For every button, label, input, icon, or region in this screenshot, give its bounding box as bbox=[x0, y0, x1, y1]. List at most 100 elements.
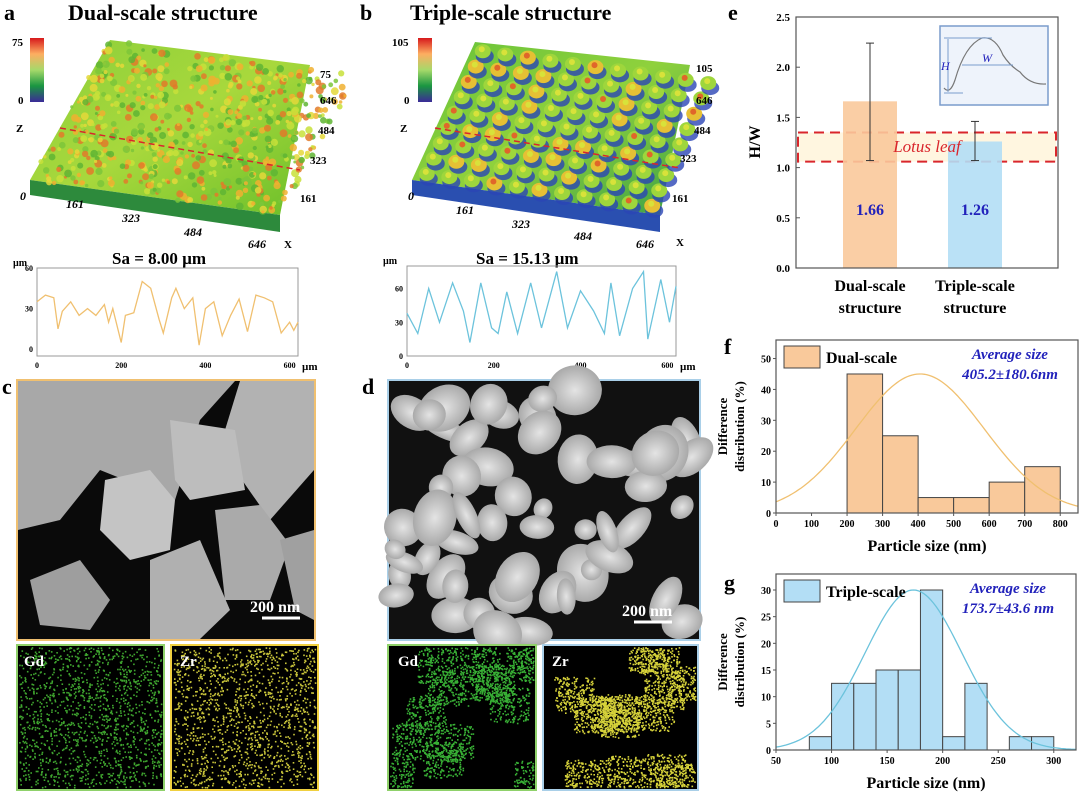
eds-signal bbox=[301, 757, 303, 760]
surface-texture bbox=[195, 155, 202, 161]
eds-signal bbox=[481, 672, 483, 674]
eds-signal bbox=[201, 665, 204, 667]
eds-signal bbox=[143, 772, 146, 775]
eds-signal bbox=[309, 654, 311, 657]
surface-peak-top bbox=[577, 92, 584, 99]
eds-signal bbox=[190, 781, 193, 784]
eds-signal bbox=[119, 705, 122, 707]
eds-signal bbox=[212, 746, 214, 748]
eds-signal bbox=[193, 653, 196, 656]
eds-signal bbox=[247, 720, 249, 722]
eds-signal bbox=[475, 678, 478, 680]
eds-signal bbox=[425, 769, 428, 772]
eds-signal bbox=[56, 685, 59, 687]
eds-signal bbox=[507, 697, 509, 700]
eds-signal bbox=[72, 774, 74, 777]
eds-signal bbox=[230, 719, 233, 721]
z-axis-label-a: Z bbox=[16, 123, 23, 135]
eds-signal bbox=[295, 675, 298, 677]
eds-signal bbox=[19, 778, 22, 780]
eds-signal bbox=[39, 758, 42, 761]
eds-signal bbox=[25, 659, 27, 662]
surface-texture bbox=[251, 96, 259, 103]
eds-signal bbox=[132, 780, 134, 782]
eds-signal bbox=[212, 660, 215, 662]
eds-signal bbox=[286, 770, 289, 773]
surface-texture bbox=[102, 148, 108, 154]
eds-signal bbox=[242, 730, 244, 732]
eds-signal bbox=[251, 748, 253, 751]
eds-signal bbox=[178, 702, 180, 704]
x-tick-label: 0 bbox=[35, 361, 39, 370]
eds-signal bbox=[502, 673, 504, 676]
eds-signal bbox=[231, 677, 234, 679]
eds-signal bbox=[72, 769, 75, 771]
eds-signal bbox=[223, 667, 225, 669]
eds-signal bbox=[220, 724, 222, 727]
eds-signal bbox=[438, 695, 440, 697]
eds-signal bbox=[199, 696, 201, 699]
eds-signal bbox=[309, 753, 312, 756]
eds-signal bbox=[293, 658, 295, 661]
eds-signal bbox=[104, 731, 106, 734]
eds-signal bbox=[463, 750, 465, 752]
surface-texture bbox=[245, 131, 250, 136]
eds-signal bbox=[80, 771, 83, 773]
eds-signal bbox=[208, 776, 211, 779]
eds-signal bbox=[72, 665, 74, 667]
eds-signal bbox=[109, 764, 112, 766]
eds-signal bbox=[300, 766, 302, 769]
eds-map-gd-d: Gd bbox=[387, 644, 537, 791]
eds-signal bbox=[119, 739, 121, 742]
eds-signal bbox=[63, 650, 65, 652]
eds-signal bbox=[108, 773, 111, 775]
eds-signal bbox=[454, 760, 456, 762]
eds-signal bbox=[180, 709, 183, 711]
eds-signal bbox=[66, 658, 69, 660]
eds-signal bbox=[261, 668, 263, 671]
eds-signal bbox=[190, 715, 193, 718]
eds-signal bbox=[180, 666, 183, 668]
surface-peak-top bbox=[478, 46, 485, 53]
eds-signal bbox=[198, 679, 201, 682]
eds-signal bbox=[92, 648, 95, 651]
surface-texture bbox=[147, 132, 154, 139]
surface-texture bbox=[181, 141, 186, 145]
eds-signal bbox=[449, 669, 451, 672]
eds-signal bbox=[524, 679, 526, 681]
eds-signal bbox=[222, 723, 225, 725]
eds-signal bbox=[43, 779, 46, 781]
eds-signal bbox=[308, 731, 311, 734]
eds-signal bbox=[67, 728, 69, 730]
y-tick-b: 484 bbox=[694, 125, 711, 137]
eds-signal bbox=[41, 770, 44, 773]
eds-signal bbox=[270, 675, 273, 678]
eds-signal bbox=[231, 648, 234, 651]
eds-signal bbox=[278, 723, 280, 726]
eds-signal bbox=[60, 655, 62, 657]
surface-peak-top bbox=[523, 52, 530, 59]
eds-signal bbox=[402, 762, 404, 764]
eds-signal bbox=[86, 770, 89, 773]
eds-signal bbox=[399, 770, 402, 773]
eds-signal bbox=[202, 690, 205, 693]
eds-signal bbox=[123, 729, 125, 732]
eds-signal bbox=[59, 724, 61, 727]
eds-signal bbox=[234, 742, 236, 744]
eds-signal bbox=[264, 753, 266, 755]
surface-texture bbox=[237, 79, 242, 84]
eds-signal bbox=[493, 660, 495, 662]
eds-signal bbox=[188, 689, 190, 691]
eds-signal bbox=[55, 661, 57, 663]
particle-grain bbox=[574, 519, 597, 540]
eds-signal bbox=[125, 756, 127, 758]
eds-signal bbox=[493, 720, 496, 723]
eds-signal bbox=[201, 675, 203, 678]
eds-signal bbox=[303, 711, 306, 713]
surface-texture bbox=[236, 76, 241, 81]
eds-signal bbox=[197, 739, 200, 742]
eds-signal bbox=[194, 651, 197, 654]
eds-signal bbox=[243, 779, 245, 781]
eds-signal bbox=[154, 691, 157, 694]
eds-signal bbox=[271, 659, 273, 661]
